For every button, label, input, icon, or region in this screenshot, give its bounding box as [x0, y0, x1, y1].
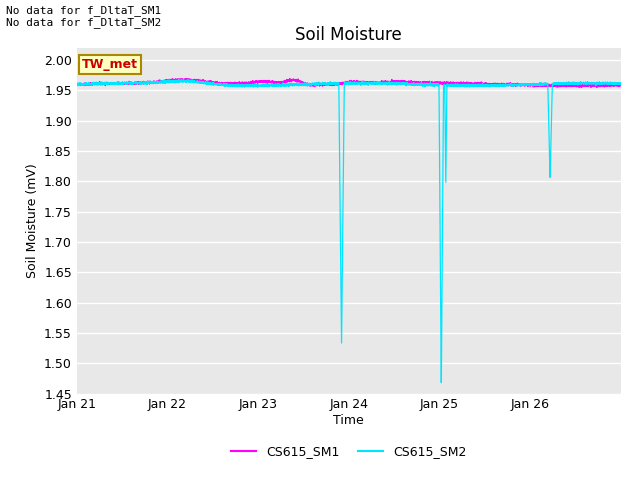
- CS615_SM1: [427, 80, 435, 85]
- CS615_SM2: [73, 82, 81, 87]
- CS615_SM1: [479, 82, 486, 87]
- CS615_SM1: [587, 84, 595, 90]
- CS615_SM2: [281, 81, 289, 87]
- CS615_SM1: [520, 83, 528, 88]
- X-axis label: Time: Time: [333, 414, 364, 427]
- Text: No data for f_DltaT_SM1
No data for f_DltaT_SM2: No data for f_DltaT_SM1 No data for f_Dl…: [6, 5, 162, 28]
- CS615_SM2: [165, 77, 173, 83]
- CS615_SM2: [479, 83, 487, 88]
- Legend: CS615_SM1, CS615_SM2: CS615_SM1, CS615_SM2: [226, 440, 472, 463]
- CS615_SM1: [281, 78, 289, 84]
- Y-axis label: Soil Moisture (mV): Soil Moisture (mV): [26, 163, 38, 278]
- Line: CS615_SM1: CS615_SM1: [77, 79, 621, 87]
- CS615_SM2: [399, 80, 407, 85]
- CS615_SM1: [73, 81, 81, 87]
- CS615_SM2: [427, 83, 435, 89]
- CS615_SM2: [617, 80, 625, 86]
- CS615_SM1: [399, 79, 407, 85]
- CS615_SM1: [172, 77, 179, 83]
- CS615_SM2: [520, 81, 528, 87]
- Line: CS615_SM2: CS615_SM2: [77, 80, 621, 383]
- CS615_SM2: [437, 380, 445, 385]
- Title: Soil Moisture: Soil Moisture: [296, 25, 402, 44]
- Text: TW_met: TW_met: [82, 59, 138, 72]
- CS615_SM1: [286, 76, 294, 82]
- CS615_SM1: [617, 83, 625, 88]
- CS615_SM2: [172, 79, 180, 84]
